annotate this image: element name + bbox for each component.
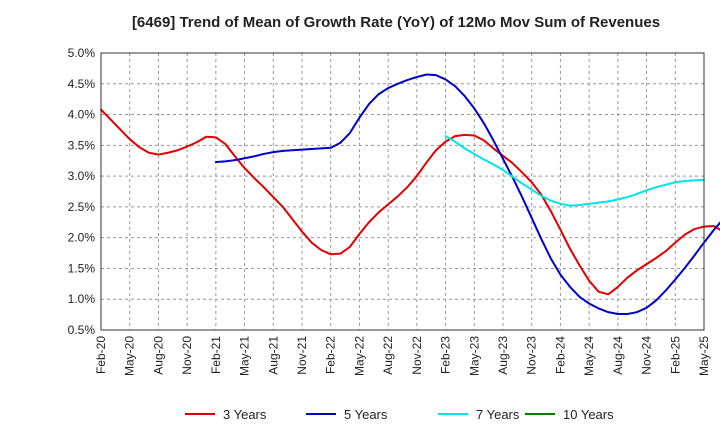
y-tick-label: 5.0% <box>68 46 96 60</box>
series-line-5-years <box>214 73 720 315</box>
series-line-7-years <box>444 135 705 207</box>
x-tick-label: Feb-25 <box>668 336 682 374</box>
series-layer <box>100 73 720 315</box>
x-tick-label: Nov-20 <box>180 336 194 375</box>
x-tick-label: Aug-22 <box>381 336 395 375</box>
legend-label: 3 Years <box>223 407 267 422</box>
series-line-3-years <box>100 108 720 296</box>
y-tick-label: 1.5% <box>68 261 96 275</box>
legend: 3 Years 5 Years 7 Years 10 Years <box>185 407 614 422</box>
x-tick-label: Feb-20 <box>94 336 108 374</box>
x-tick-label: May-21 <box>238 336 252 376</box>
x-tick-label: Aug-24 <box>611 336 625 375</box>
chart-title: [6469] Trend of Mean of Growth Rate (YoY… <box>132 14 660 31</box>
legend-label: 5 Years <box>344 407 388 422</box>
x-tick-label: May-24 <box>582 336 596 376</box>
y-tick-label: 3.5% <box>68 138 96 152</box>
x-tick-label: Feb-23 <box>439 336 453 374</box>
x-axis: Feb-20 May-20 Aug-20 Nov-20 Feb-21 May-21 Aug-… <box>94 336 711 376</box>
y-tick-label: 0.5% <box>68 323 96 337</box>
x-tick-label: May-23 <box>467 336 481 376</box>
x-tick-label: Aug-23 <box>496 336 510 375</box>
x-tick-label: Nov-24 <box>640 336 654 375</box>
x-tick-label: May-25 <box>697 336 711 376</box>
x-tick-label: Feb-21 <box>209 336 223 374</box>
x-tick-label: May-20 <box>123 336 137 376</box>
x-tick-label: Nov-21 <box>295 336 309 375</box>
legend-label: 7 Years <box>476 407 520 422</box>
y-tick-label: 2.5% <box>68 200 96 214</box>
x-tick-label: Feb-24 <box>553 336 567 374</box>
x-tick-label: Nov-22 <box>410 336 424 375</box>
x-tick-label: Feb-22 <box>324 336 338 374</box>
plot-frame <box>100 52 705 331</box>
x-tick-label: Aug-20 <box>151 336 165 375</box>
y-tick-label: 1.0% <box>68 292 96 306</box>
x-tick-label: Nov-23 <box>525 336 539 375</box>
y-tick-label: 2.0% <box>68 231 96 245</box>
y-tick-label: 4.0% <box>68 108 96 122</box>
x-tick-label: Aug-21 <box>266 336 280 375</box>
y-tick-label: 3.0% <box>68 169 96 183</box>
legend-label: 10 Years <box>563 407 614 422</box>
y-tick-label: 4.5% <box>68 77 96 91</box>
x-tick-label: May-22 <box>352 336 366 376</box>
grid <box>100 52 705 331</box>
y-axis: 0.5% 1.0% 1.5% 2.0% 2.5% 3.0% 3.5% 4.0% 4.5% 5.0% <box>68 46 96 337</box>
